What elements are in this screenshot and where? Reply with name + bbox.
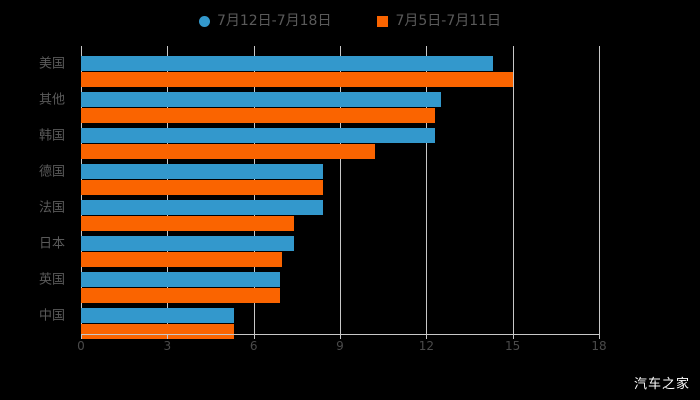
x-tick-label-15: 15 <box>505 339 521 353</box>
bar-series-a-7[interactable] <box>81 308 234 323</box>
gridline-18 <box>599 46 600 334</box>
bar-series-a-6[interactable] <box>81 272 280 287</box>
y-axis-label-3: 德国 <box>38 164 65 180</box>
bar-series-b-2[interactable] <box>81 144 375 159</box>
gridline-15 <box>512 46 514 334</box>
square-marker-icon <box>377 15 389 27</box>
bar-series-a-3[interactable] <box>81 164 323 179</box>
bar-series-b-0[interactable] <box>81 72 513 87</box>
bar-series-a-4[interactable] <box>81 200 323 215</box>
legend-entry-series-a[interactable]: 7月12日-7月18日 <box>198 13 332 29</box>
y-axis-label-2: 韩国 <box>38 128 65 144</box>
bar-series-b-7[interactable] <box>81 324 234 339</box>
x-tick-label-0: 0 <box>77 339 85 353</box>
bar-series-b-6[interactable] <box>81 288 280 303</box>
watermark: 汽车之家 <box>633 377 690 392</box>
chart-legend: 7月12日-7月18日 7月5日-7月11日 <box>0 8 700 34</box>
x-tick-label-12: 12 <box>418 339 434 353</box>
y-axis-label-1: 其他 <box>38 92 65 108</box>
y-axis-label-6: 英国 <box>38 272 65 288</box>
bar-series-a-1[interactable] <box>81 92 441 107</box>
x-tick-3 <box>167 334 169 339</box>
bar-series-a-2[interactable] <box>81 128 435 143</box>
legend-label-series-a: 7月12日-7月18日 <box>216 13 332 29</box>
legend-entry-series-b[interactable]: 7月5日-7月11日 <box>377 14 501 28</box>
y-axis-label-4: 法国 <box>38 200 65 216</box>
bar-series-b-1[interactable] <box>81 108 435 123</box>
bar-series-b-5[interactable] <box>81 252 283 267</box>
legend-label-series-b: 7月5日-7月11日 <box>395 13 502 29</box>
x-tick-label-6: 6 <box>249 339 258 353</box>
gridline-12 <box>426 46 428 334</box>
y-axis-label-5: 日本 <box>38 236 65 252</box>
x-tick-label-18: 18 <box>591 339 607 353</box>
y-axis-labels: 美国 其他 韩国 德国 法国 日本 英国 中国 <box>0 46 75 334</box>
circle-marker-icon <box>198 15 210 27</box>
bar-series-a-0[interactable] <box>81 56 493 71</box>
plot-area <box>81 46 600 339</box>
x-tick-6 <box>253 334 255 339</box>
x-tick-12 <box>426 334 428 339</box>
x-tick-18 <box>599 334 600 339</box>
x-tick-15 <box>512 334 514 339</box>
bar-series-b-4[interactable] <box>81 216 294 231</box>
y-axis-label-7: 中国 <box>38 308 65 324</box>
bar-series-b-3[interactable] <box>81 180 323 195</box>
x-tick-label-3: 3 <box>163 339 172 353</box>
x-tick-0 <box>81 334 82 339</box>
y-axis-label-0: 美国 <box>38 56 65 72</box>
gridline-9 <box>340 46 341 334</box>
x-tick-label-9: 9 <box>336 339 344 353</box>
x-tick-9 <box>340 334 341 339</box>
bar-series-a-5[interactable] <box>81 236 294 251</box>
